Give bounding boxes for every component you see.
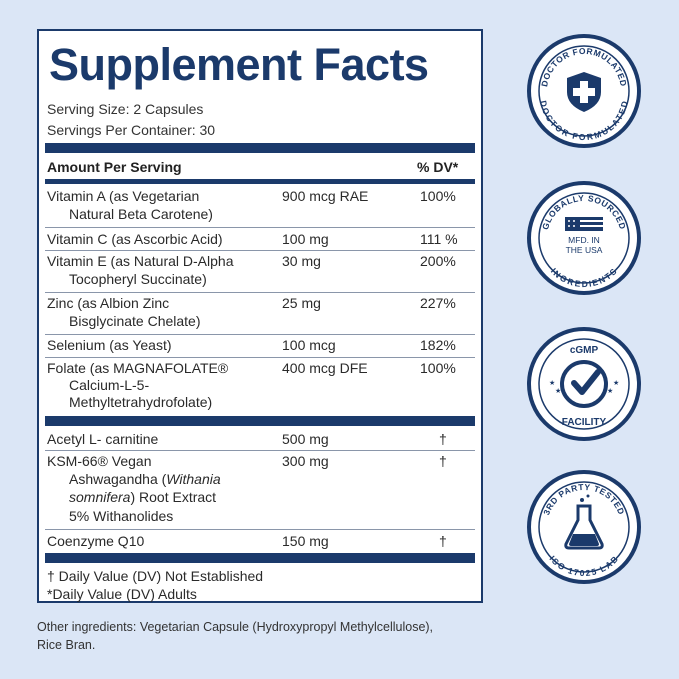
medical-cross-shield-icon — [567, 72, 601, 112]
divider-thick — [45, 553, 475, 563]
row-divider — [45, 529, 475, 530]
footnote-dv-not-established: † Daily Value (DV) Not Established — [47, 568, 264, 584]
svg-text:★: ★ — [549, 379, 555, 387]
badge-third-party-tested: 3RD PARTY TESTED ISO 17025 LAB — [527, 470, 641, 584]
badge-cgmp-graphic: cGMP FACILITY ★ ★ ★ ★ — [538, 338, 630, 430]
nutrient-name: Vitamin C (as Ascorbic Acid) — [47, 231, 223, 247]
nutrient-name-italic: somnifera — [69, 489, 131, 505]
badge-center-line1: MFD. IN — [568, 235, 600, 245]
svg-text:★: ★ — [613, 379, 619, 387]
nutrient-dv: 227% — [420, 295, 456, 311]
nutrient-name: Vitamin A (as Vegetarian — [47, 188, 200, 204]
svg-text:★: ★ — [607, 387, 613, 395]
badge-bottom-text: FACILITY — [562, 417, 607, 428]
nutrient-dv: † — [439, 533, 447, 549]
badge-top-text: cGMP — [570, 345, 599, 356]
nutrient-name-cont: 5% Withanolides — [69, 508, 174, 524]
svg-text:3RD PARTY TESTED: 3RD PARTY TESTED — [541, 482, 626, 516]
nutrient-name-italic: Withania — [166, 471, 221, 487]
badge-bottom-text: ISO 17025 LAB — [547, 554, 619, 578]
badge-top-text: 3RD PARTY TESTED — [541, 482, 626, 516]
nutrient-amount: 500 mg — [282, 431, 329, 447]
nutrient-dv: 100% — [420, 360, 456, 376]
nutrient-name: Acetyl L- carnitine — [47, 431, 159, 447]
serving-size: Serving Size: 2 Capsules — [47, 101, 204, 117]
badge-third-party-graphic: 3RD PARTY TESTED ISO 17025 LAB — [538, 481, 630, 578]
nutrient-dv: † — [439, 453, 447, 469]
nutrient-amount: 900 mcg RAE — [282, 188, 369, 204]
other-ingredients-line1: Other ingredients: Vegetarian Capsule (H… — [37, 620, 434, 634]
svg-text:INGREDIENTS: INGREDIENTS — [549, 266, 619, 289]
other-ingredients-line2: Rice Bran. — [37, 638, 96, 652]
badge-cgmp-facility: cGMP FACILITY ★ ★ ★ ★ — [527, 327, 641, 441]
usa-flag-icon — [565, 217, 603, 231]
nutrient-name-cont: somnifera) Root Extract — [69, 489, 216, 506]
row-divider — [45, 227, 475, 228]
row-divider — [45, 292, 475, 293]
nutrient-amount: 300 mg — [282, 453, 329, 469]
header-dv: % DV* — [417, 159, 459, 175]
nutrient-dv: 111 % — [420, 231, 458, 247]
nutrient-name-cont: Ashwagandha (Withania — [69, 471, 221, 488]
badge-center-line2: THE USA — [566, 245, 603, 255]
row-divider — [45, 450, 475, 451]
nutrient-dv: 100% — [420, 188, 456, 204]
divider-thick — [45, 416, 475, 426]
nutrient-name-cont: Natural Beta Carotene) — [69, 206, 213, 222]
panel-title: Supplement Facts — [49, 39, 429, 90]
badge-doctor-formulated: DOCTOR FORMULATED DOCTOR FORMULATED — [527, 34, 641, 148]
badge-bottom-text: INGREDIENTS — [549, 266, 619, 289]
nutrient-amount: 30 mg — [282, 253, 321, 269]
nutrient-name: Folate (as MAGNAFOLATE® — [47, 360, 229, 376]
nutrient-amount: 400 mcg DFE — [282, 360, 368, 376]
lab-flask-icon — [564, 494, 604, 550]
nutrient-name-cont: Bisglycinate Chelate) — [69, 313, 201, 329]
servings-per-container: Servings Per Container: 30 — [47, 122, 216, 138]
badge-globally-sourced-graphic: GLOBALLY SOURCED INGREDIENTS MFD. IN THE… — [538, 192, 630, 289]
badge-globally-sourced: GLOBALLY SOURCED INGREDIENTS MFD. IN THE… — [527, 181, 641, 295]
nutrient-dv: 200% — [420, 253, 456, 269]
nutrient-name-cont: Tocopheryl Succinate) — [69, 271, 207, 287]
svg-text:★: ★ — [555, 387, 561, 395]
nutrient-amount: 150 mg — [282, 533, 329, 549]
nutrient-amount: 25 mg — [282, 295, 321, 311]
nutrient-amount: 100 mg — [282, 231, 329, 247]
checkmark-shield-icon — [560, 360, 608, 408]
row-divider — [45, 357, 475, 358]
nutrient-name: Vitamin E (as Natural D-Alpha — [47, 253, 234, 269]
divider-medium — [45, 179, 475, 184]
nutrient-dv: 182% — [420, 337, 456, 353]
nutrient-name: Coenzyme Q10 — [47, 533, 145, 549]
row-divider — [45, 334, 475, 335]
header-amount: Amount Per Serving — [47, 159, 182, 175]
nutrient-name-cont: Methyltetrahydrofolate) — [69, 394, 213, 410]
badge-doctor-formulated-graphic: DOCTOR FORMULATED DOCTOR FORMULATED — [538, 45, 630, 142]
nutrient-name: KSM-66® Vegan — [47, 453, 152, 469]
star-decoration-icon: ★ ★ ★ ★ — [549, 379, 619, 395]
nutrient-name-cont: Calcium-L-5- — [69, 377, 150, 393]
divider-thick — [45, 143, 475, 153]
nutrient-dv: † — [439, 431, 447, 447]
svg-text:ISO 17025 LAB: ISO 17025 LAB — [547, 554, 620, 578]
nutrient-name: Selenium (as Yeast) — [47, 337, 172, 353]
nutrient-name: Zinc (as Albion Zinc — [47, 295, 170, 311]
footnote-dv-adults: *Daily Value (DV) Adults — [47, 586, 197, 602]
nutrient-amount: 100 mcg — [282, 337, 336, 353]
nutrient-name-part: Ashwagandha ( — [69, 471, 167, 487]
supplement-facts-panel: Supplement Facts Serving Size: 2 Capsule… — [37, 29, 483, 603]
nutrient-name-part: ) Root Extract — [130, 489, 217, 505]
row-divider — [45, 250, 475, 251]
